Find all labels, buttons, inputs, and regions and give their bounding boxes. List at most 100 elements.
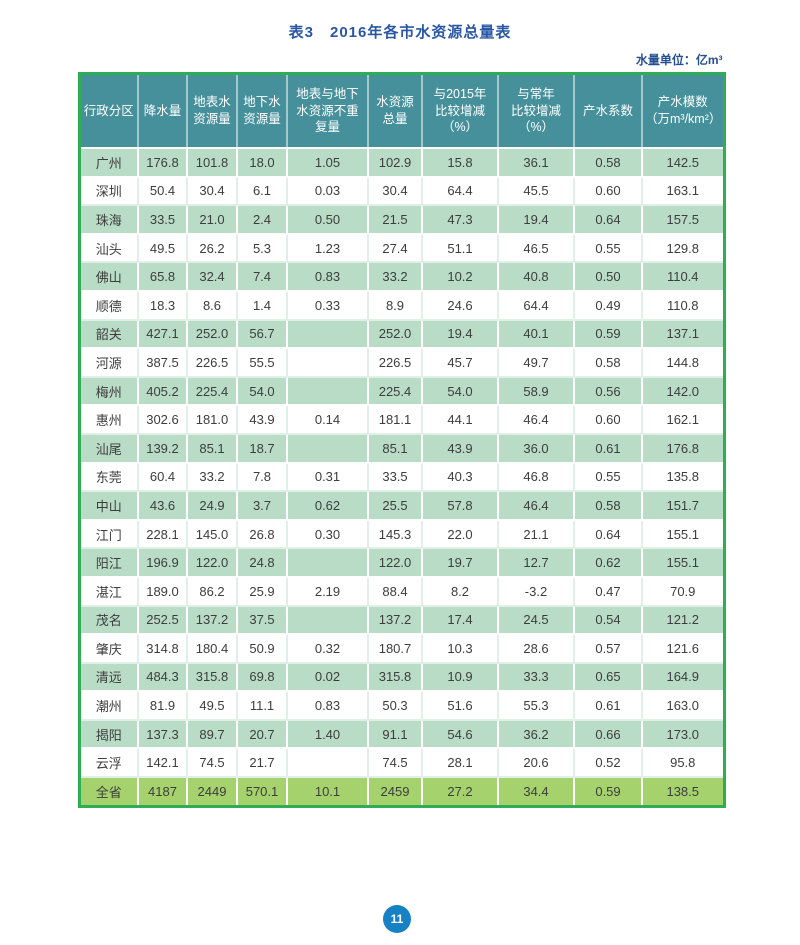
- value-cell: 180.4: [186, 633, 238, 664]
- value-cell: 19.7: [421, 547, 499, 578]
- value-cell: 91.1: [367, 718, 423, 750]
- region-cell: 全省: [78, 776, 139, 808]
- value-cell: 157.5: [641, 204, 725, 235]
- value-cell: 24.6: [421, 289, 499, 321]
- table-row: 惠州 302.6 181.0 43.9 0.14 181.1 44.1 46.4 0.60 162…: [78, 404, 725, 435]
- total-row: 全省 4187 2449 570.1 10.1 2459 27.2 34.4 0.59 138.5: [78, 776, 725, 808]
- value-cell: 15.8: [421, 147, 499, 178]
- value-cell: 49.7: [497, 347, 575, 378]
- table-row: 河源 387.5 226.5 55.5 226.5 45.7 49.7 0.58 144.8: [78, 347, 725, 378]
- value-cell: 151.7: [641, 490, 725, 521]
- value-cell: 24.5: [497, 604, 575, 636]
- value-cell: 110.4: [641, 261, 725, 292]
- value-cell: 315.8: [186, 661, 238, 693]
- value-cell: 0.49: [573, 289, 643, 321]
- column-header: 与2015年 比较增减 （%）: [421, 73, 498, 149]
- water-resources-table: 行政分区 降水量 地表水 资源量 地下水 资源量 地表与地下 水资源不重 复量 水资源 总…: [77, 72, 726, 808]
- value-cell: 55.3: [497, 690, 575, 721]
- value-cell: 33.3: [497, 661, 575, 693]
- value-cell: 21.7: [236, 747, 288, 779]
- value-cell: 0.57: [573, 633, 643, 664]
- value-cell: 74.5: [186, 747, 238, 779]
- region-cell: 清远: [78, 661, 139, 693]
- value-cell: 54.0: [421, 375, 499, 407]
- value-cell: 19.4: [497, 204, 575, 235]
- value-cell: 10.3: [421, 633, 499, 664]
- value-cell: 121.6: [641, 633, 725, 664]
- value-cell: 252.5: [137, 604, 188, 636]
- value-cell: 1.23: [286, 232, 369, 264]
- value-cell: -3.2: [497, 575, 575, 607]
- value-cell: 70.9: [641, 575, 725, 607]
- value-cell: 8.9: [367, 289, 423, 321]
- value-cell: 2449: [186, 776, 238, 808]
- value-cell: 46.5: [497, 232, 575, 264]
- region-cell: 潮州: [78, 690, 139, 721]
- region-cell: 梅州: [78, 375, 139, 407]
- value-cell: 10.2: [421, 261, 499, 292]
- value-cell: 21.5: [367, 204, 423, 235]
- table-row: 潮州 81.9 49.5 11.1 0.83 50.3 51.6 55.3 0.61 163.0: [78, 690, 725, 721]
- value-cell: 86.2: [186, 575, 238, 607]
- value-cell: 137.1: [641, 318, 725, 350]
- column-header: 行政分区: [79, 73, 138, 149]
- value-cell: 181.1: [367, 404, 423, 435]
- value-cell: 155.1: [641, 547, 725, 578]
- value-cell: 36.2: [497, 718, 575, 750]
- value-cell: 226.5: [186, 347, 238, 378]
- region-cell: 东莞: [78, 461, 139, 493]
- value-cell: [286, 604, 369, 636]
- value-cell: 89.7: [186, 718, 238, 750]
- value-cell: 110.8: [641, 289, 725, 321]
- value-cell: 85.1: [186, 432, 238, 464]
- value-cell: 176.8: [137, 147, 188, 178]
- value-cell: 40.1: [497, 318, 575, 350]
- value-cell: 0.66: [573, 718, 643, 750]
- value-cell: 1.05: [286, 147, 369, 178]
- value-cell: 145.3: [367, 518, 423, 550]
- value-cell: 46.4: [497, 404, 575, 435]
- value-cell: 0.50: [286, 204, 369, 235]
- value-cell: 51.6: [421, 690, 499, 721]
- value-cell: 81.9: [137, 690, 188, 721]
- region-cell: 茂名: [78, 604, 139, 636]
- value-cell: 54.0: [236, 375, 288, 407]
- value-cell: [286, 375, 369, 407]
- region-cell: 中山: [78, 490, 139, 521]
- value-cell: 137.3: [137, 718, 188, 750]
- value-cell: 95.8: [641, 747, 725, 779]
- value-cell: 0.03: [286, 175, 369, 207]
- value-cell: 101.8: [186, 147, 238, 178]
- value-cell: 0.83: [286, 690, 369, 721]
- value-cell: 8.2: [421, 575, 499, 607]
- value-cell: 50.9: [236, 633, 288, 664]
- value-cell: [286, 432, 369, 464]
- value-cell: 30.4: [186, 175, 238, 207]
- value-cell: 0.54: [573, 604, 643, 636]
- value-cell: 142.0: [641, 375, 725, 407]
- value-cell: 44.1: [421, 404, 499, 435]
- value-cell: 0.47: [573, 575, 643, 607]
- value-cell: 0.62: [573, 547, 643, 578]
- value-cell: 302.6: [137, 404, 188, 435]
- table-row: 顺德 18.3 8.6 1.4 0.33 8.9 24.6 64.4 0.49 110.8: [78, 289, 725, 321]
- value-cell: 34.4: [497, 776, 575, 808]
- value-cell: 43.9: [421, 432, 499, 464]
- table-row: 广州 176.8 101.8 18.0 1.05 102.9 15.8 36.1 0.58 142…: [78, 147, 725, 178]
- value-cell: 43.9: [236, 404, 288, 435]
- value-cell: 121.2: [641, 604, 725, 636]
- value-cell: 138.5: [641, 776, 725, 808]
- value-cell: 122.0: [186, 547, 238, 578]
- value-cell: 484.3: [137, 661, 188, 693]
- value-cell: [286, 318, 369, 350]
- value-cell: 2459: [367, 776, 423, 808]
- value-cell: 55.5: [236, 347, 288, 378]
- value-cell: 0.14: [286, 404, 369, 435]
- table-row: 佛山 65.8 32.4 7.4 0.83 33.2 10.2 40.8 0.50 110.4: [78, 261, 725, 292]
- table-row: 揭阳 137.3 89.7 20.7 1.40 91.1 54.6 36.2 0.66 173.0: [78, 718, 725, 750]
- value-cell: 145.0: [186, 518, 238, 550]
- value-cell: 252.0: [367, 318, 423, 350]
- value-cell: 5.3: [236, 232, 288, 264]
- region-cell: 佛山: [78, 261, 139, 292]
- table-row: 东莞 60.4 33.2 7.8 0.31 33.5 40.3 46.8 0.55 135.8: [78, 461, 725, 493]
